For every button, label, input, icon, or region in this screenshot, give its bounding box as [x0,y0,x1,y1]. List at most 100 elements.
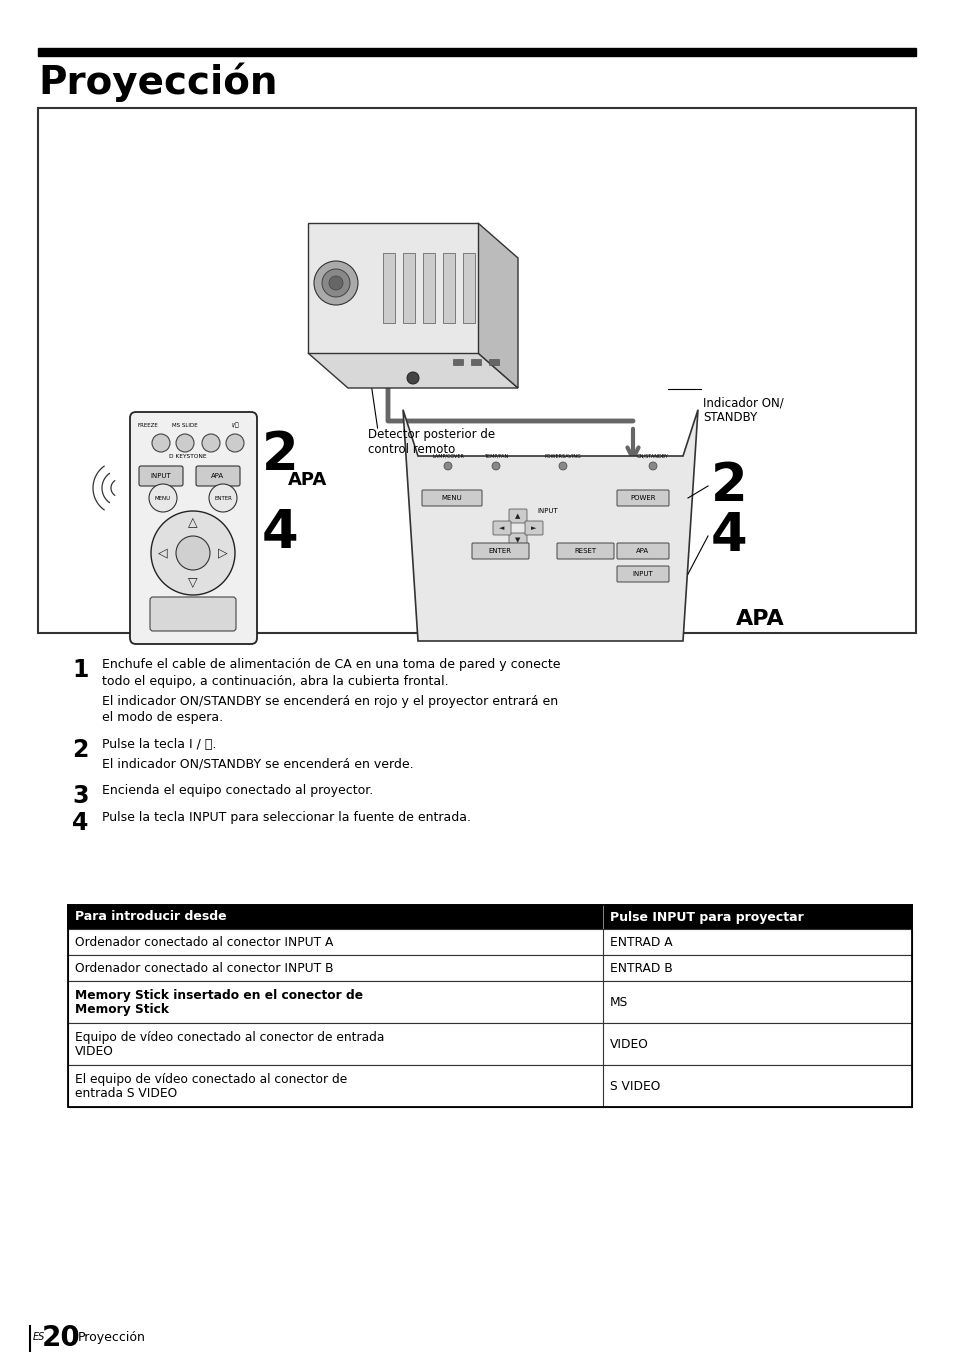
FancyBboxPatch shape [509,508,526,523]
Text: ON/STANDBY: ON/STANDBY [637,454,668,458]
Bar [471,360,480,365]
Text: ENTER: ENTER [488,548,511,554]
Text: Memory Stick: Memory Stick [75,1003,169,1015]
Circle shape [314,261,357,306]
Text: ENTER: ENTER [213,495,232,500]
Bar [68,1023,911,1065]
Text: Enchufe el cable de alimentación de CA en una toma de pared y conecte: Enchufe el cable de alimentación de CA e… [102,658,560,671]
Text: ►: ► [531,525,537,531]
Text: Proyección: Proyección [38,62,277,101]
Bar [453,360,462,365]
Text: INPUT: INPUT [537,508,558,514]
Text: Ordenador conectado al conector INPUT A: Ordenador conectado al conector INPUT A [75,936,333,949]
FancyBboxPatch shape [617,544,668,558]
Text: ENTRAD A: ENTRAD A [609,936,672,949]
Text: 2: 2 [262,429,298,481]
Text: Equipo de vídeo conectado al conector de entrada: Equipo de vídeo conectado al conector de… [75,1032,384,1044]
Text: MENU: MENU [154,495,171,500]
Polygon shape [308,223,477,353]
Circle shape [322,269,350,297]
Bar [68,929,911,955]
Bar [402,253,415,323]
Text: Pulse la tecla I / ⏻.: Pulse la tecla I / ⏻. [102,738,216,750]
Text: Pulse INPUT para proyectar: Pulse INPUT para proyectar [609,910,803,923]
FancyBboxPatch shape [524,521,542,535]
FancyBboxPatch shape [130,412,256,644]
Text: APA: APA [288,470,327,489]
Circle shape [175,535,210,571]
Polygon shape [477,223,517,388]
Text: MS: MS [609,995,628,1009]
FancyBboxPatch shape [557,544,614,558]
Bar [382,253,395,323]
Text: 1: 1 [71,658,89,681]
Text: 2: 2 [71,738,89,763]
Text: Proyección: Proyección [78,1332,146,1344]
Text: S VIDEO: S VIDEO [609,1079,659,1092]
Circle shape [149,484,177,512]
Text: APA: APA [735,608,784,629]
Text: 4: 4 [71,810,89,834]
Text: El equipo de vídeo conectado al conector de: El equipo de vídeo conectado al conector… [75,1073,347,1086]
Text: ES: ES [33,1332,46,1343]
Text: POWERSAVING: POWERSAVING [544,454,580,458]
Circle shape [175,434,193,452]
Circle shape [407,372,418,384]
Text: LAMP/COVER: LAMP/COVER [432,454,463,458]
Bar [38,49,915,55]
Bar [38,108,915,633]
Text: El indicador ON/STANDBY se encenderá en verde.: El indicador ON/STANDBY se encenderá en … [102,757,414,771]
FancyBboxPatch shape [617,566,668,581]
Text: APA: APA [636,548,649,554]
Text: 3: 3 [71,784,89,808]
Bar [68,904,911,1107]
Text: INPUT: INPUT [632,571,653,577]
Text: I/⏻: I/⏻ [231,422,238,429]
Text: 4: 4 [710,510,747,562]
Text: RESET: RESET [574,548,596,554]
Bar [68,955,911,982]
FancyBboxPatch shape [493,521,511,535]
Text: Memory Stick insertado en el conector de: Memory Stick insertado en el conector de [75,990,363,1002]
Circle shape [151,511,234,595]
Circle shape [226,434,244,452]
FancyBboxPatch shape [509,533,526,548]
Circle shape [152,434,170,452]
Text: El indicador ON/STANDBY se encenderá en rojo y el proyector entrará en: El indicador ON/STANDBY se encenderá en … [102,695,558,708]
Circle shape [209,484,236,512]
Text: INPUT: INPUT [151,473,172,479]
Text: D KEYSTONE: D KEYSTONE [169,454,207,460]
Circle shape [202,434,220,452]
Bar [422,253,435,323]
Text: VIDEO: VIDEO [609,1037,648,1051]
Text: Ordenador conectado al conector INPUT B: Ordenador conectado al conector INPUT B [75,961,334,975]
FancyBboxPatch shape [195,466,240,485]
Text: Encienda el equipo conectado al proyector.: Encienda el equipo conectado al proyecto… [102,784,373,796]
Polygon shape [308,353,517,388]
Text: ◁: ◁ [158,546,168,560]
Text: ◄: ◄ [498,525,504,531]
Bar [68,1065,911,1107]
Bar [489,360,498,365]
FancyBboxPatch shape [617,489,668,506]
Circle shape [443,462,452,470]
Text: FREEZE: FREEZE [137,423,158,429]
Text: 20: 20 [42,1324,81,1352]
Text: ▷: ▷ [218,546,228,560]
Bar [68,982,911,1023]
Text: ▽: ▽ [188,576,197,589]
Text: ▼: ▼ [515,537,520,544]
Bar [68,904,911,929]
Text: Indicador ON/
STANDBY: Indicador ON/ STANDBY [702,396,783,425]
Text: entrada S VIDEO: entrada S VIDEO [75,1087,177,1101]
Text: Pulse la tecla INPUT para seleccionar la fuente de entrada.: Pulse la tecla INPUT para seleccionar la… [102,810,471,823]
Bar [462,253,475,323]
Bar [442,253,455,323]
Circle shape [648,462,657,470]
Text: ▲: ▲ [515,512,520,519]
Text: Para introducir desde: Para introducir desde [75,910,227,923]
Text: APA: APA [212,473,224,479]
FancyBboxPatch shape [421,489,481,506]
Circle shape [492,462,499,470]
Text: el modo de espera.: el modo de espera. [102,711,223,725]
